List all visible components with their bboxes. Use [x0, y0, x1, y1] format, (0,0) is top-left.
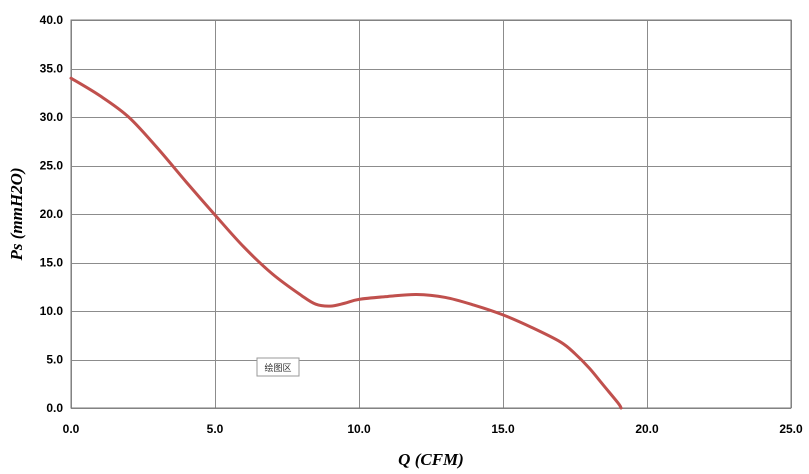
x-tick-label: 15.0 — [491, 422, 515, 436]
x-tick-labels: 0.0 5.0 10.0 15.0 20.0 25.0 — [63, 422, 803, 436]
y-tick-label: 40.0 — [40, 13, 64, 27]
y-tick-label: 15.0 — [40, 256, 64, 270]
y-tick-label: 5.0 — [46, 353, 63, 367]
y-tick-label: 30.0 — [40, 110, 64, 124]
x-axis-label: Q (CFM) — [398, 450, 464, 469]
plot-area-frame — [70, 19, 792, 409]
y-tick-label: 35.0 — [40, 62, 64, 76]
y-tick-label: 20.0 — [40, 207, 64, 221]
y-tick-label: 25.0 — [40, 159, 64, 173]
y-tick-label: 0.0 — [46, 401, 63, 415]
tooltip-text: 绘图区 — [264, 362, 291, 374]
grid-layer — [71, 20, 792, 409]
plot-area-tooltip: 绘图区 — [256, 357, 300, 377]
y-axis-label: Ps (mmH2O) — [7, 167, 26, 261]
x-tick-label: 5.0 — [207, 422, 224, 436]
tooltip-box — [256, 357, 300, 377]
y-tick-labels: 0.0 5.0 10.0 15.0 20.0 25.0 30.0 35.0 40.0 — [40, 13, 64, 415]
x-tick-label: 0.0 — [63, 422, 80, 436]
y-tick-label: 10.0 — [40, 304, 64, 318]
x-tick-label: 25.0 — [779, 422, 803, 436]
series-line — [69, 76, 623, 410]
x-tick-label: 10.0 — [347, 422, 371, 436]
x-tick-label: 20.0 — [635, 422, 659, 436]
